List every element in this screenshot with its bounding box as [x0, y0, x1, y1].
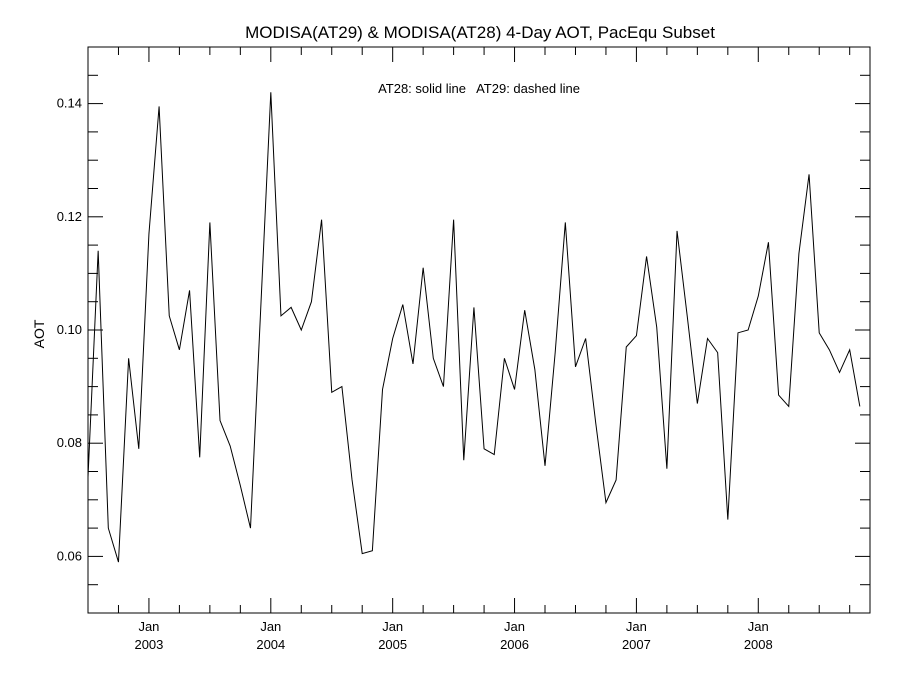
x-tick-label-month: Jan — [138, 619, 159, 634]
x-tick-label-year: 2005 — [378, 637, 407, 652]
x-tick-label-year: 2008 — [744, 637, 773, 652]
y-axis-label: AOT — [31, 319, 47, 348]
axis-ticks — [88, 47, 870, 613]
x-tick-label-month: Jan — [626, 619, 647, 634]
x-tick-label-year: 2004 — [256, 637, 285, 652]
y-tick-label: 0.14 — [57, 96, 82, 111]
x-tick-label-year: 2007 — [622, 637, 651, 652]
x-tick-label-month: Jan — [260, 619, 281, 634]
y-tick-label: 0.12 — [57, 209, 82, 224]
x-tick-label-year: 2003 — [134, 637, 163, 652]
y-tick-label: 0.06 — [57, 548, 82, 563]
x-tick-label-month: Jan — [748, 619, 769, 634]
series-layer — [87, 92, 861, 563]
x-tick-label-month: Jan — [504, 619, 525, 634]
y-tick-label: 0.10 — [57, 322, 82, 337]
x-tick-label-year: 2006 — [500, 637, 529, 652]
chart-title: MODISA(AT29) & MODISA(AT28) 4-Day AOT, P… — [245, 23, 715, 42]
x-tick-label-month: Jan — [382, 619, 403, 634]
series-line — [87, 92, 861, 563]
y-tick-label: 0.08 — [57, 435, 82, 450]
axis-tick-labels: 0.06 0.08 0.10 0.12 0.14 Jan 2003 Jan 2004 Jan 200… — [57, 96, 773, 652]
line-style-annotation: AT28: solid line AT29: dashed line — [378, 81, 580, 96]
